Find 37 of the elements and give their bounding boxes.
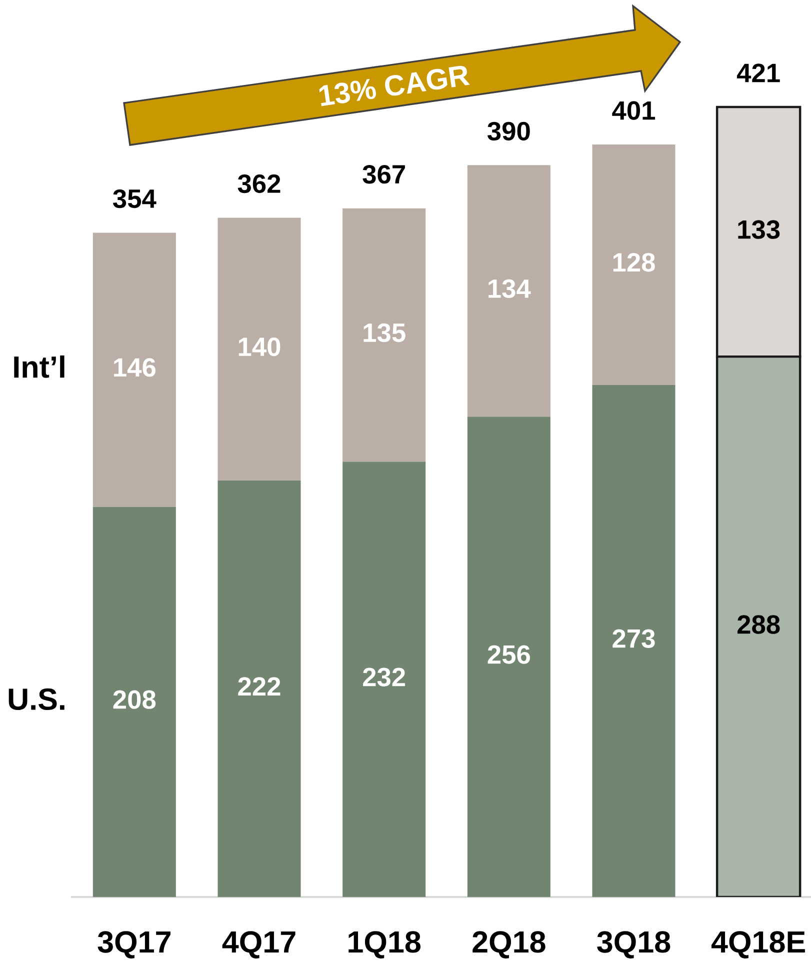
bar: [592, 144, 676, 385]
total-label: 367: [362, 164, 405, 184]
data-label: 134: [488, 279, 531, 298]
bar: [467, 165, 550, 417]
bar: [92, 232, 176, 507]
total-label: 421: [736, 64, 780, 82]
series-label: Int’l: [14, 355, 64, 378]
data-label: 232: [362, 668, 406, 686]
bar: [218, 480, 301, 897]
data-label: 146: [114, 358, 156, 377]
bar: [342, 462, 426, 897]
data-label: 140: [238, 337, 280, 356]
x-tick-label: 2Q18: [472, 931, 546, 958]
data-label: 288: [737, 615, 780, 634]
x-tick-label: 4Q18E: [711, 931, 805, 958]
data-label: 133: [738, 220, 780, 239]
data-label: 222: [238, 677, 280, 696]
bar: [218, 218, 301, 480]
data-label: 128: [613, 253, 655, 272]
x-tick-label: 3Q17: [98, 931, 170, 958]
series-label: U.S.: [8, 688, 64, 710]
data-label: 256: [488, 645, 530, 664]
data-label: 208: [113, 690, 156, 709]
bar: [92, 506, 176, 897]
x-tick-label: 3Q18: [597, 931, 670, 958]
text: 13% CAGR: [318, 64, 470, 106]
total-label: 401: [612, 101, 656, 120]
bar: [467, 416, 550, 897]
data-label: 135: [364, 323, 406, 342]
bar: [592, 384, 676, 897]
x-tick-label: 1Q18: [348, 931, 421, 958]
total-label: 362: [238, 174, 280, 194]
total-label: 390: [488, 122, 530, 141]
bar: [342, 208, 426, 462]
total-label: 354: [113, 189, 156, 208]
data-label: 273: [612, 629, 655, 648]
x-tick-label: 4Q17: [222, 931, 296, 958]
